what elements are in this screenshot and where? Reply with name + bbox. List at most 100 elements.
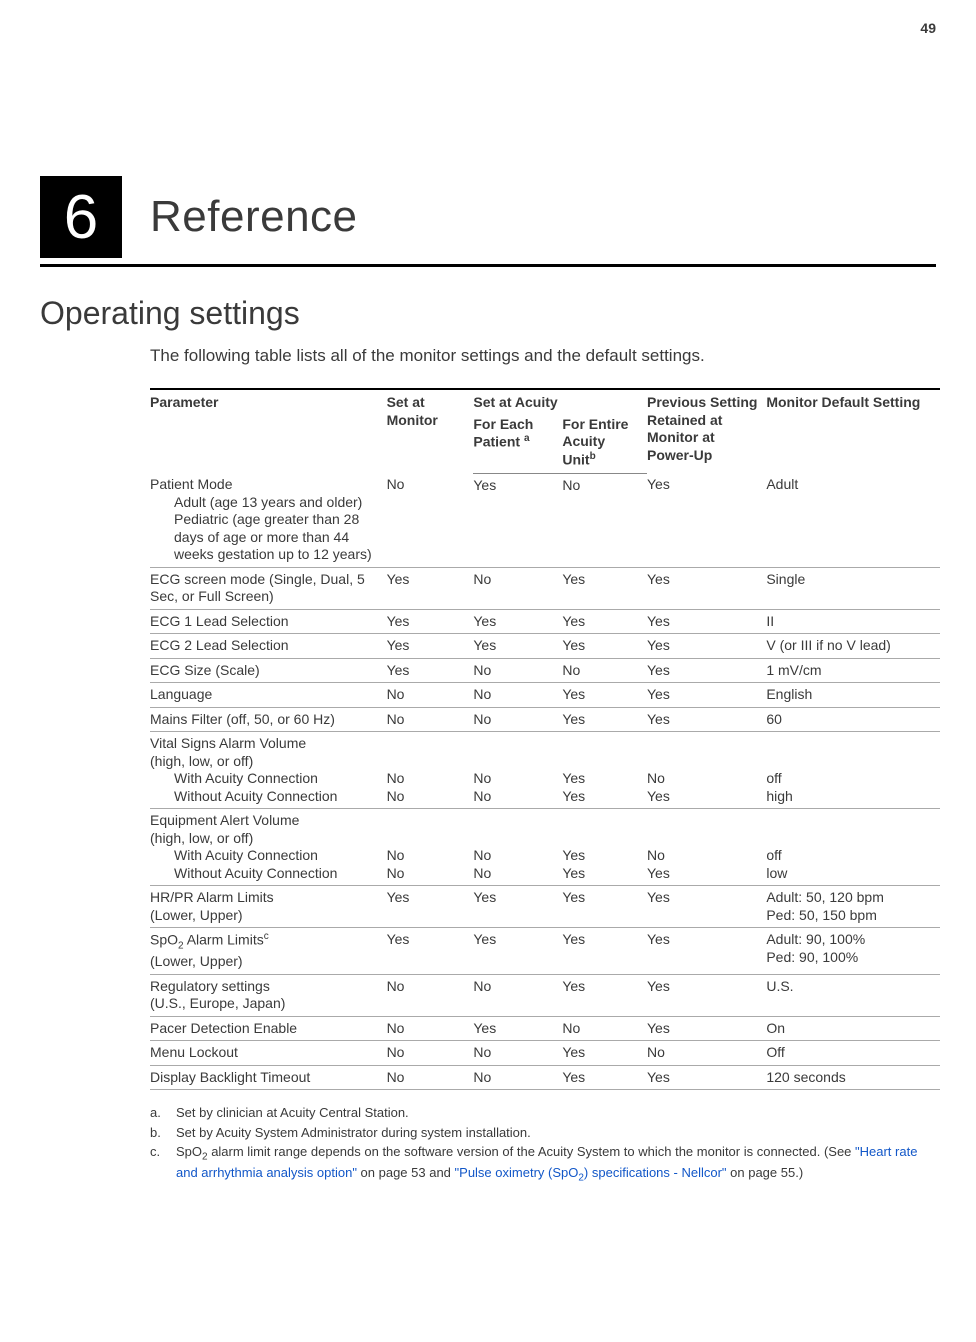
- cell-def: 120 seconds: [766, 1065, 940, 1090]
- cell-def: Adult: [766, 473, 940, 567]
- cell-entire: No: [562, 473, 647, 567]
- cell-parameter: Equipment Alert Volume(high, low, or off…: [150, 809, 387, 886]
- cell-parameter: Menu Lockout: [150, 1041, 387, 1066]
- cell-entire: Yes: [562, 974, 647, 1016]
- cell-set: Yes: [387, 634, 474, 659]
- cell-parameter: Regulatory settings(U.S., Europe, Japan): [150, 974, 387, 1016]
- footnote-c: c. SpO2 alarm limit range depends on the…: [150, 1143, 940, 1185]
- chapter-number-box: 6: [40, 176, 122, 258]
- th-for-each-patient: For Each Patient a: [473, 414, 562, 474]
- table-row: Equipment Alert Volume(high, low, or off…: [150, 809, 940, 886]
- footnotes-block: a. Set by clinician at Acuity Central St…: [150, 1104, 940, 1185]
- cell-def: On: [766, 1016, 940, 1041]
- table-row: Display Backlight TimeoutNoNoYesYes120 s…: [150, 1065, 940, 1090]
- cell-each: No: [473, 1065, 562, 1090]
- footnote-b: b. Set by Acuity System Administrator du…: [150, 1124, 940, 1142]
- cell-parameter: Pacer Detection Enable: [150, 1016, 387, 1041]
- cell-parameter: ECG 1 Lead Selection: [150, 609, 387, 634]
- table-row: ECG 1 Lead SelectionYesYesYesYesII: [150, 609, 940, 634]
- cell-each: Yes: [473, 473, 562, 567]
- table-row: SpO2 Alarm Limitsc(Lower, Upper)YesYesYe…: [150, 928, 940, 974]
- cell-entire: Yes: [562, 683, 647, 708]
- cell-each: No: [473, 658, 562, 683]
- th-previous-setting: Previous Setting Retained at Monitor at …: [647, 389, 766, 473]
- cell-prev: No: [647, 1041, 766, 1066]
- th-for-entire-unit: For Entire Acuity Unitb: [562, 414, 647, 474]
- cell-each: No: [473, 974, 562, 1016]
- cell-def: English: [766, 683, 940, 708]
- cell-prev: Yes: [647, 634, 766, 659]
- cell-parameter: SpO2 Alarm Limitsc(Lower, Upper): [150, 928, 387, 974]
- cell-parameter: Vital Signs Alarm Volume(high, low, or o…: [150, 732, 387, 809]
- cell-each: Yes: [473, 609, 562, 634]
- page-number: 49: [40, 20, 936, 36]
- cell-def: Single: [766, 567, 940, 609]
- cell-parameter: HR/PR Alarm Limits(Lower, Upper): [150, 886, 387, 928]
- cell-each: No: [473, 707, 562, 732]
- table-row: Patient ModeAdult (age 13 years and olde…: [150, 473, 940, 567]
- cell-parameter: Display Backlight Timeout: [150, 1065, 387, 1090]
- cell-prev: Yes: [647, 707, 766, 732]
- cell-entire: No: [562, 658, 647, 683]
- table-row: ECG 2 Lead SelectionYesYesYesYesV (or II…: [150, 634, 940, 659]
- th-parameter: Parameter: [150, 389, 387, 473]
- chapter-rule: [40, 264, 936, 267]
- table-row: HR/PR Alarm Limits(Lower, Upper)YesYesYe…: [150, 886, 940, 928]
- table-row: ECG Size (Scale)YesNoNoYes1 mV/cm: [150, 658, 940, 683]
- cell-entire: Yes: [562, 1065, 647, 1090]
- cell-prev: Yes: [647, 567, 766, 609]
- settings-tbody: Patient ModeAdult (age 13 years and olde…: [150, 473, 940, 1089]
- cell-set: No: [387, 683, 474, 708]
- cell-def: 60: [766, 707, 940, 732]
- cell-each: Yes: [473, 928, 562, 974]
- cell-entire: Yes: [562, 609, 647, 634]
- table-row: Pacer Detection EnableNoYesNoYesOn: [150, 1016, 940, 1041]
- cell-prev: Yes: [647, 1065, 766, 1090]
- cell-entire: No: [562, 1016, 647, 1041]
- th-monitor-default: Monitor Default Setting: [766, 389, 940, 473]
- table-row: Menu LockoutNoNoYesNoOff: [150, 1041, 940, 1066]
- cell-prev: Yes: [647, 658, 766, 683]
- cell-set: No: [387, 1016, 474, 1041]
- cell-parameter: Patient ModeAdult (age 13 years and olde…: [150, 473, 387, 567]
- table-row: LanguageNoNoYesYesEnglish: [150, 683, 940, 708]
- cell-prev: Yes: [647, 886, 766, 928]
- table-row: Vital Signs Alarm Volume(high, low, or o…: [150, 732, 940, 809]
- cell-entire: Yes: [562, 567, 647, 609]
- cell-parameter: ECG Size (Scale): [150, 658, 387, 683]
- settings-table: Parameter Set at Monitor Set at Acuity P…: [150, 388, 940, 1090]
- cell-each: Yes: [473, 634, 562, 659]
- cell-prev: Yes: [647, 928, 766, 974]
- cell-def: U.S.: [766, 974, 940, 1016]
- th-set-at-acuity: Set at Acuity: [473, 389, 647, 414]
- cell-each: No: [473, 567, 562, 609]
- th-set-at-monitor: Set at Monitor: [387, 389, 474, 473]
- cell-def: V (or III if no V lead): [766, 634, 940, 659]
- chapter-title: Reference: [150, 192, 358, 242]
- cell-parameter: ECG 2 Lead Selection: [150, 634, 387, 659]
- footnote-a: a. Set by clinician at Acuity Central St…: [150, 1104, 940, 1122]
- cell-def: 1 mV/cm: [766, 658, 940, 683]
- cell-entire: Yes: [562, 928, 647, 974]
- cell-each: No: [473, 683, 562, 708]
- cell-def: II: [766, 609, 940, 634]
- cell-set: No: [387, 707, 474, 732]
- cell-set: Yes: [387, 567, 474, 609]
- cell-parameter: Language: [150, 683, 387, 708]
- cell-entire: Yes: [562, 707, 647, 732]
- table-row: Regulatory settings(U.S., Europe, Japan)…: [150, 974, 940, 1016]
- table-row: Mains Filter (off, 50, or 60 Hz)NoNoYesY…: [150, 707, 940, 732]
- cell-entire: Yes: [562, 634, 647, 659]
- cell-set: No: [387, 473, 474, 567]
- cell-each: Yes: [473, 886, 562, 928]
- cell-set: Yes: [387, 609, 474, 634]
- cell-def: Off: [766, 1041, 940, 1066]
- cell-prev: Yes: [647, 974, 766, 1016]
- cell-parameter: ECG screen mode (Single, Dual, 5 Sec, or…: [150, 567, 387, 609]
- xref-pulse-oximetry[interactable]: "Pulse oximetry (SpO2) specifications - …: [455, 1165, 727, 1180]
- cell-prev: Yes: [647, 609, 766, 634]
- table-row: ECG screen mode (Single, Dual, 5 Sec, or…: [150, 567, 940, 609]
- cell-prev: Yes: [647, 473, 766, 567]
- cell-set: Yes: [387, 928, 474, 974]
- cell-entire: Yes: [562, 1041, 647, 1066]
